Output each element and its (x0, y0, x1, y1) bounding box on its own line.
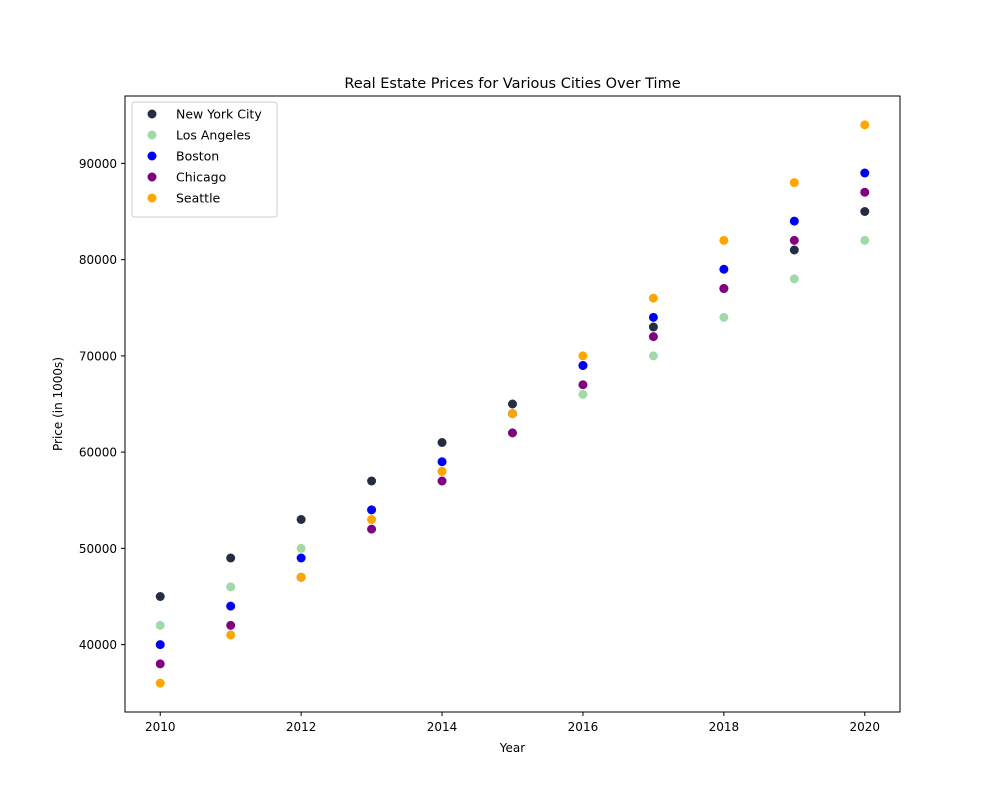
point-seattle (508, 409, 517, 419)
point-boston (860, 168, 870, 178)
point-new-york-city (648, 322, 658, 332)
point-chicago (155, 659, 165, 669)
legend-label-los-angeles: Los Angeles (176, 128, 251, 143)
point-chicago (437, 476, 447, 486)
legend-label-seattle: Seattle (176, 191, 221, 206)
point-new-york-city (789, 245, 799, 255)
legend-label-new-york-city: New York City (176, 107, 262, 122)
point-seattle (719, 235, 729, 245)
point-new-york-city (367, 476, 377, 486)
point-boston (437, 457, 447, 467)
point-seattle (578, 351, 588, 361)
point-boston (578, 361, 588, 370)
chart-title: Real Estate Prices for Various Cities Ov… (344, 76, 680, 92)
x-tick-label: 2018 (709, 720, 740, 734)
point-new-york-city (226, 553, 236, 563)
x-tick-label: 2014 (427, 720, 458, 734)
legend-marker-new-york-city (147, 109, 157, 119)
legend-frame (131, 101, 278, 218)
point-boston (367, 505, 377, 515)
y-tick-label: 60000 (79, 446, 117, 460)
point-chicago (578, 380, 588, 390)
y-axis: 40000 50000 60000 70000 80000 90000 (79, 157, 125, 652)
point-chicago (508, 428, 517, 438)
point-boston (789, 216, 799, 226)
plot-area (124, 95, 901, 713)
point-chicago (860, 187, 870, 197)
point-seattle (367, 515, 377, 524)
legend-label-chicago: Chicago (176, 170, 226, 185)
y-tick-label: 40000 (79, 638, 117, 652)
point-los-angeles (155, 620, 165, 630)
data-points (155, 120, 870, 688)
point-boston (226, 601, 236, 611)
point-seattle (860, 120, 870, 130)
point-new-york-city (437, 438, 447, 447)
point-seattle (155, 678, 165, 688)
legend-marker-seattle (147, 193, 157, 203)
point-chicago (789, 235, 799, 245)
point-new-york-city (155, 592, 165, 601)
point-chicago (367, 524, 377, 534)
x-tick-label: 2012 (286, 720, 317, 734)
legend-marker-chicago (147, 172, 157, 182)
x-tick-label: 2010 (145, 720, 176, 734)
y-tick-label: 50000 (79, 542, 117, 556)
legend-marker-los-angeles (147, 130, 157, 140)
point-new-york-city (860, 207, 870, 216)
x-tick-label: 2020 (849, 720, 880, 734)
point-chicago (719, 284, 729, 293)
point-los-angeles (648, 351, 658, 361)
point-seattle (296, 572, 306, 582)
point-seattle (437, 466, 447, 476)
y-axis-title: Price (in 1000s) (51, 357, 65, 451)
point-boston (719, 264, 729, 274)
point-los-angeles (789, 274, 799, 284)
point-chicago (226, 620, 236, 630)
legend-marker-boston (147, 151, 157, 161)
x-axis-title: Year (499, 741, 525, 755)
y-tick-label: 70000 (79, 349, 117, 363)
point-seattle (226, 630, 236, 640)
point-los-angeles (578, 389, 588, 399)
x-axis: 2010 2012 2014 2016 2018 2020 (145, 712, 880, 734)
legend-label-boston: Boston (176, 149, 219, 164)
y-tick-label: 90000 (79, 157, 117, 171)
y-tick-label: 80000 (79, 253, 117, 267)
point-boston (155, 640, 165, 650)
point-boston (296, 553, 306, 563)
point-los-angeles (226, 582, 236, 592)
point-seattle (648, 293, 658, 303)
point-los-angeles (719, 312, 729, 322)
point-seattle (789, 178, 799, 188)
legend: New York City Los Angeles Boston Chicago Sea… (131, 101, 278, 218)
x-tick-label: 2016 (568, 720, 599, 734)
point-new-york-city (296, 515, 306, 524)
point-new-york-city (508, 399, 517, 409)
point-chicago (648, 332, 658, 342)
point-los-angeles (296, 543, 306, 553)
point-boston (648, 312, 658, 322)
point-los-angeles (860, 235, 870, 245)
